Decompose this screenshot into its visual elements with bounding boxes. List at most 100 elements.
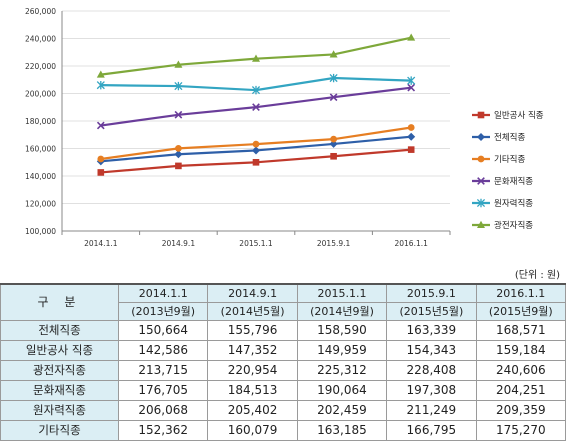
table-cell: 154,343 (386, 340, 477, 361)
table-cell: 209,359 (475, 400, 566, 421)
row-label: 문화재직종 (0, 380, 119, 401)
legend-marker (477, 220, 485, 228)
data-point (175, 162, 182, 170)
x-tick-label: 2014.9.1 (162, 239, 196, 248)
column-header-date: 2014.1.1 (117, 283, 209, 303)
data-point (174, 150, 183, 159)
data-point (329, 139, 338, 148)
table-cell: 220,954 (207, 360, 298, 381)
chart-canvas: 100,000 120,000 140,000 160,000 180,000 200,0… (25, 7, 544, 248)
table-cell: 152,362 (117, 420, 209, 441)
row-label: 원자력직종 (0, 400, 119, 421)
y-tick-label: 220,000 (25, 62, 56, 71)
table-row: 광전자직종 213,715 220,954 225,312 228,408 24… (0, 360, 566, 381)
table-header-row: 구 분 2014.1.1 2014.9.1 2015.1.1 2015.9.1 … (0, 283, 566, 321)
data-point (329, 93, 338, 102)
column-subheader: (2015년9월) (475, 302, 566, 321)
line-chart: 100,000 120,000 140,000 160,000 180,000 200,0… (25, 7, 544, 248)
data-point (174, 110, 183, 119)
table-row: 원자력직종 206,068 205,402 202,459 211,249 20… (0, 400, 566, 421)
y-tick-label: 180,000 (25, 117, 56, 126)
table-cell: 228,408 (386, 360, 477, 381)
y-tick-label: 160,000 (25, 145, 56, 154)
table-cell: 175,270 (475, 420, 566, 441)
table-cell: 206,068 (117, 400, 209, 421)
table-cell: 205,402 (207, 400, 298, 421)
table-cell: 163,185 (296, 420, 388, 441)
row-label: 광전자직종 (0, 360, 119, 381)
data-point (252, 159, 260, 166)
data-point (175, 144, 182, 152)
legend-label: 문화재직종 (494, 176, 533, 187)
table-cell: 168,571 (475, 320, 566, 341)
data-point (407, 83, 416, 92)
table-cell: 155,796 (207, 320, 298, 341)
unit-note: (단위 : 원) (514, 270, 560, 281)
data-point (96, 80, 105, 90)
legend-label: 광전자직종 (494, 220, 533, 231)
data-point (252, 103, 260, 112)
data-point (330, 135, 337, 143)
data-point (174, 60, 183, 68)
y-tick-label: 140,000 (25, 172, 56, 181)
legend-label: 원자력직종 (494, 198, 533, 209)
column-subheader: (2013년9월) (117, 302, 209, 321)
legend-marker (477, 177, 485, 185)
column-subheader: (2015년5월) (386, 302, 477, 321)
data-point (407, 146, 415, 153)
column-header-date: 2014.9.1 (207, 283, 298, 303)
x-tick-label: 2016.1.1 (394, 239, 428, 248)
x-tick-label: 2015.1.1 (239, 239, 273, 248)
table-cell: 142,586 (117, 340, 209, 361)
data-point (252, 54, 260, 62)
data-point (407, 76, 416, 85)
column-header-date: 2016.1.1 (475, 283, 566, 303)
legend-marker (477, 133, 485, 141)
table-cell: 166,795 (386, 420, 477, 441)
table-row: 기타직종 152,362 160,079 163,185 166,795 175… (0, 420, 566, 441)
y-tick-label: 240,000 (25, 35, 56, 44)
data-point (330, 152, 337, 160)
table-cell: 159,184 (475, 340, 566, 361)
table-cell: 184,513 (207, 380, 298, 401)
table-cell: 149,959 (296, 340, 388, 361)
column-header-date: 2015.9.1 (386, 283, 477, 303)
table-cell: 147,352 (207, 340, 298, 361)
row-label: 기타직종 (0, 420, 119, 441)
table-row: 일반공사 직종 142,586 147,352 149,959 154,343 … (0, 340, 566, 361)
table-cell: 163,339 (386, 320, 477, 341)
table-cell: 150,664 (117, 320, 209, 341)
table-cell: 213,715 (117, 360, 209, 381)
data-point (407, 33, 416, 41)
data-point (97, 155, 105, 163)
legend-marker (476, 198, 486, 208)
data-point (329, 73, 338, 83)
legend-label: 일반공사 직종 (494, 110, 544, 121)
legend-label: 전체직종 (494, 132, 525, 143)
corner-header: 구 분 (0, 283, 119, 321)
y-tick-label: 120,000 (25, 200, 56, 209)
data-point (252, 146, 260, 155)
table-cell: 197,308 (386, 380, 477, 401)
table-cell: 204,251 (475, 380, 566, 401)
data-point (407, 132, 416, 141)
row-label: 일반공사 직종 (0, 340, 119, 361)
x-tick-label: 2014.1.1 (84, 239, 118, 248)
table-cell: 160,079 (207, 420, 298, 441)
column-subheader: (2014년5월) (207, 302, 298, 321)
x-tick-label: 2015.9.1 (317, 239, 351, 248)
y-tick-label: 260,000 (25, 7, 56, 16)
data-table: 구 분 2014.1.1 2014.9.1 2015.1.1 2015.9.1 … (0, 283, 566, 441)
table-cell: 225,312 (296, 360, 388, 381)
data-point (251, 85, 261, 95)
legend-marker (477, 155, 485, 163)
table-cell: 190,064 (296, 380, 388, 401)
data-point (97, 169, 105, 176)
table-cell: 202,459 (296, 400, 388, 421)
table-row: 문화재직종 176,705 184,513 190,064 197,308 20… (0, 380, 566, 401)
column-header-date: 2015.1.1 (296, 283, 388, 303)
data-point (252, 140, 260, 148)
y-tick-label: 200,000 (25, 90, 56, 99)
legend-label: 기타직종 (494, 154, 525, 165)
table-cell: 176,705 (117, 380, 209, 401)
